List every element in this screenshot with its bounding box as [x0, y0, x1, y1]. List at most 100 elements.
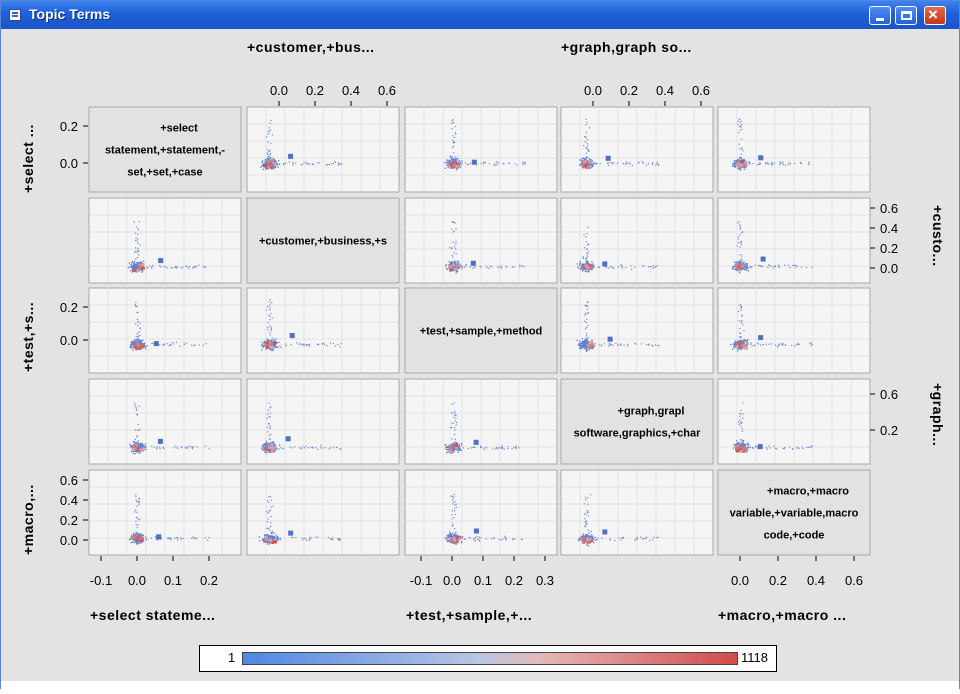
density-point [744, 163, 748, 167]
scatter-point [587, 313, 589, 315]
density-point [581, 537, 585, 541]
scatter-point [461, 536, 463, 538]
scatter-point [738, 310, 740, 312]
scatter-point [326, 345, 328, 347]
scatter-point [772, 267, 775, 269]
scatter-point [175, 445, 177, 447]
scatter-point [741, 440, 744, 442]
scatter-point [263, 166, 266, 168]
scatter-point [584, 320, 586, 322]
scatter-point [742, 402, 744, 404]
scatter-point [768, 445, 770, 447]
scatter-point [645, 538, 647, 540]
scatter-point [582, 346, 584, 348]
scatter-point [457, 260, 459, 262]
window-app-icon[interactable] [9, 9, 21, 21]
scatter-point [332, 162, 334, 164]
scatter-point [273, 345, 275, 347]
scatter-point [810, 445, 812, 448]
scatter-point [191, 448, 193, 450]
scatter-point [507, 448, 509, 450]
scatter-point [749, 446, 751, 449]
maximize-button[interactable] [895, 6, 917, 25]
scatter-point [607, 164, 609, 167]
scatter-point [329, 342, 331, 344]
scatter-point [649, 540, 651, 542]
scatter-point [585, 270, 587, 272]
scatter-point [746, 263, 748, 265]
scatter-point [739, 125, 741, 127]
scatter-point [267, 538, 270, 540]
scatter-point [739, 121, 741, 123]
cell-r2-c3 [404, 197, 558, 284]
scatter-point [583, 525, 586, 527]
scatter-point [627, 343, 629, 346]
scatter-point [137, 342, 139, 344]
scatter-point [273, 165, 276, 167]
scatter-point [585, 524, 587, 526]
title-bar[interactable]: Topic Terms × [1, 1, 959, 29]
scatter-point [451, 438, 453, 440]
scatter-point [591, 164, 594, 166]
scatter-point [303, 343, 305, 345]
scatter-point [591, 261, 593, 263]
scatter-point [733, 164, 735, 166]
scatter-point [588, 536, 590, 538]
scatter-point [740, 306, 743, 308]
scatter-point [622, 536, 624, 538]
scatter-point [647, 163, 649, 165]
scatter-point [133, 264, 135, 266]
scatter-point [592, 537, 594, 539]
scatter-point [473, 267, 475, 269]
scatter-point [744, 160, 746, 162]
scatter-point [747, 449, 749, 451]
close-button[interactable]: × [924, 5, 946, 25]
scatter-point [451, 261, 453, 263]
scatter-point [512, 539, 514, 541]
scatter-point [458, 447, 460, 449]
scatter-point [730, 343, 732, 346]
density-point [452, 263, 456, 267]
scatter-point [268, 501, 270, 503]
scatter-point [744, 444, 746, 446]
scatter-point [454, 504, 456, 506]
scatter-point [274, 165, 277, 167]
scatter-point [269, 309, 271, 311]
scatter-point [739, 327, 741, 330]
scatter-point [585, 346, 587, 348]
scatter-point [267, 409, 269, 411]
scatter-point [742, 340, 745, 342]
density-point [448, 161, 452, 165]
scatter-point [587, 337, 589, 339]
left-axis-tick: 0.2 [60, 513, 78, 528]
scatter-point [459, 263, 461, 266]
scatter-point [156, 446, 158, 448]
scatter-point [739, 342, 741, 344]
minimize-button[interactable] [869, 6, 891, 25]
scatter-point [318, 162, 321, 164]
scatter-point [749, 163, 751, 165]
scatter-point [274, 159, 276, 161]
scatter-point [782, 447, 784, 449]
scatter-point [586, 162, 589, 164]
scatter-point [456, 534, 458, 536]
scatter-point [138, 539, 140, 541]
cell-r4-c2 [246, 378, 400, 465]
scatter-point [775, 447, 777, 449]
scatter-point [739, 336, 741, 338]
scatter-point [136, 516, 138, 519]
density-point [455, 539, 459, 543]
scatter-point [586, 256, 588, 258]
scatter-point [136, 533, 138, 535]
scatter-point [811, 445, 813, 447]
scatter-point [743, 261, 745, 263]
density-point [264, 447, 268, 451]
density-point [735, 161, 739, 165]
scatter-point [135, 494, 137, 496]
scatter-point [186, 447, 188, 450]
scatter-point [266, 418, 268, 420]
cell-r3-c4 [560, 287, 714, 374]
scatter-point [578, 267, 580, 269]
scatter-point [137, 262, 139, 264]
